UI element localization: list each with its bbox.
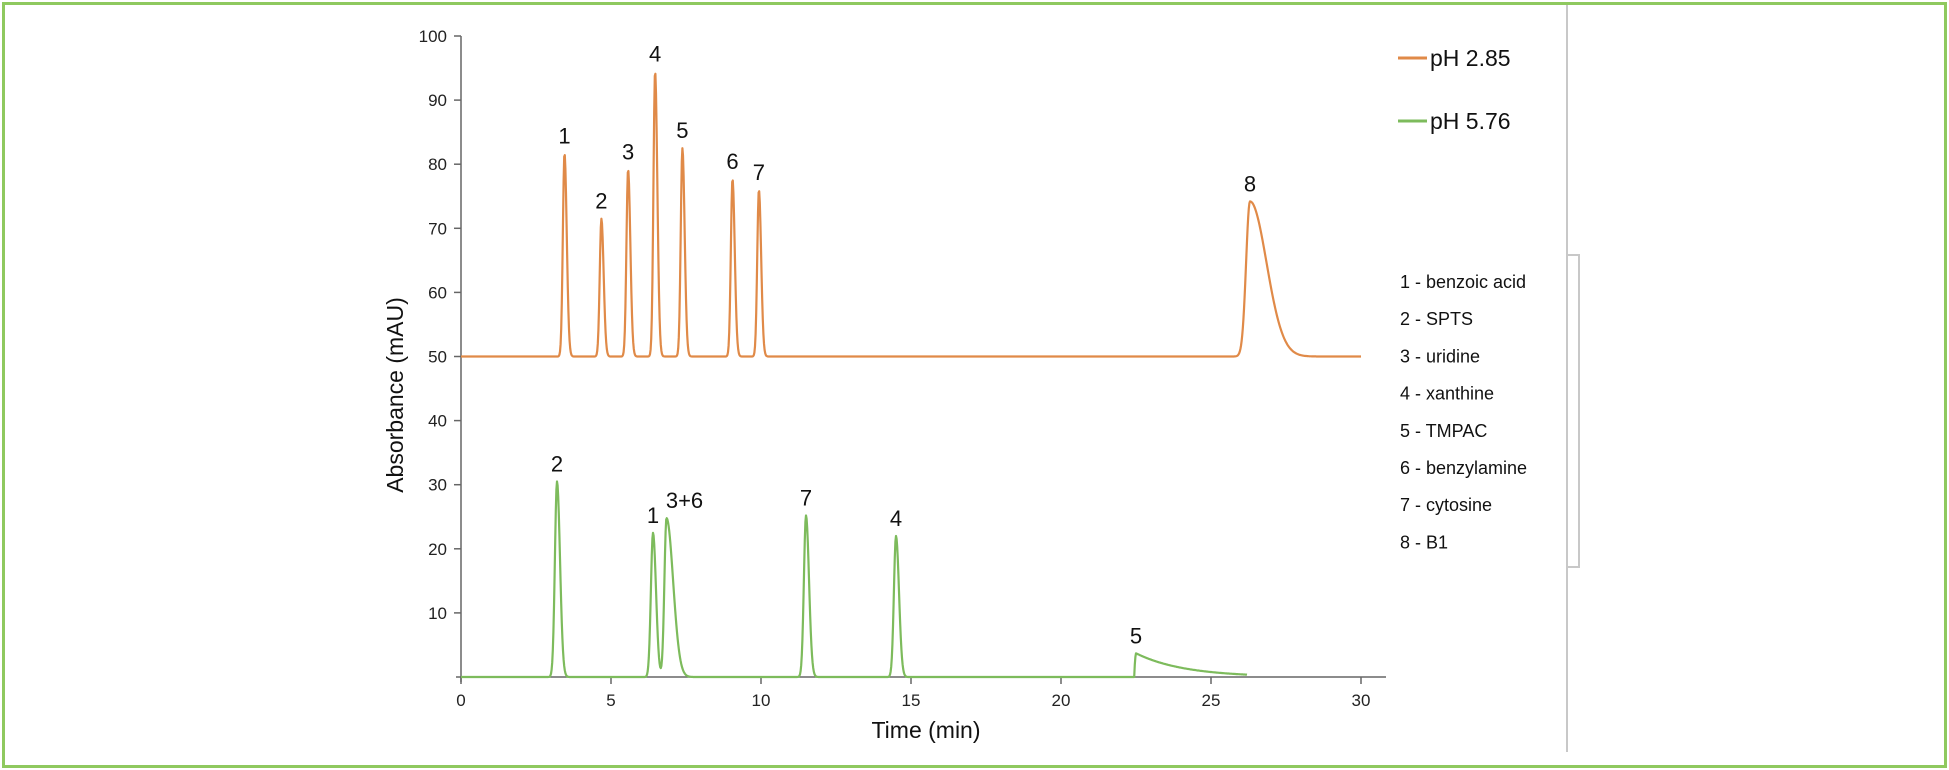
compound-key-item: 1 - benzoic acid: [1400, 272, 1526, 292]
y-tick-label: 100: [419, 27, 447, 46]
peak-label: 3+6: [666, 488, 703, 513]
panel-divider: [1566, 5, 1568, 752]
y-tick-label: 80: [428, 155, 447, 174]
trace-line-ph-2-85: [460, 72, 1362, 358]
y-tick-label: 10: [428, 604, 447, 623]
peak-label: 7: [800, 485, 812, 510]
y-tick-label: 20: [428, 540, 447, 559]
x-axis-title: Time (min): [871, 717, 980, 743]
x-tick-label: 20: [1052, 691, 1071, 710]
y-tick-label: 70: [428, 219, 447, 238]
y-tick-label: 50: [428, 348, 447, 367]
x-tick-label: 30: [1352, 691, 1371, 710]
y-tick-label: 40: [428, 412, 447, 431]
compound-key-item: 3 - uridine: [1400, 346, 1480, 366]
compound-key-item: 5 - TMPAC: [1400, 421, 1487, 441]
peak-label: 5: [1130, 623, 1142, 648]
peak-label: 8: [1244, 171, 1256, 196]
peak-label: 3: [622, 139, 634, 164]
y-tick-label: 90: [428, 91, 447, 110]
x-tick-label: 25: [1202, 691, 1221, 710]
x-tick-label: 10: [752, 691, 771, 710]
compound-key-item: 2 - SPTS: [1400, 309, 1473, 329]
peak-label: 4: [890, 506, 902, 531]
y-axis-title: Absorbance (mAU): [382, 297, 408, 493]
compound-key-item: 7 - cytosine: [1400, 495, 1492, 515]
legend-label: pH 5.76: [1430, 108, 1511, 134]
peak-label: 4: [649, 41, 661, 66]
y-tick-label: 30: [428, 476, 447, 495]
traces: [460, 72, 1362, 679]
legend-label: pH 2.85: [1430, 45, 1511, 71]
peak-label: 6: [726, 149, 738, 174]
compound-key: 1 - benzoic acid 2 - SPTS 3 - uridine 4 - x…: [1400, 272, 1527, 552]
compound-key-item: 8 - B1: [1400, 532, 1448, 552]
peak-label: 7: [753, 160, 765, 185]
peak-label: 1: [647, 503, 659, 528]
peak-label: 5: [676, 118, 688, 143]
compound-key-item: 6 - benzylamine: [1400, 458, 1527, 478]
peak-label: 2: [595, 189, 607, 214]
peak-label: 1: [558, 123, 570, 148]
trace-line-ph-5-76: [460, 480, 1248, 679]
legend: pH 2.85 pH 5.76: [1398, 45, 1511, 134]
key-bracket: [1568, 254, 1580, 568]
peak-label: 2: [551, 451, 563, 476]
x-tick-label: 5: [606, 691, 615, 710]
x-tick-label: 15: [902, 691, 921, 710]
compound-key-item: 4 - xanthine: [1400, 384, 1494, 404]
y-tick-label: 60: [428, 283, 447, 302]
x-tick-label: 0: [456, 691, 465, 710]
